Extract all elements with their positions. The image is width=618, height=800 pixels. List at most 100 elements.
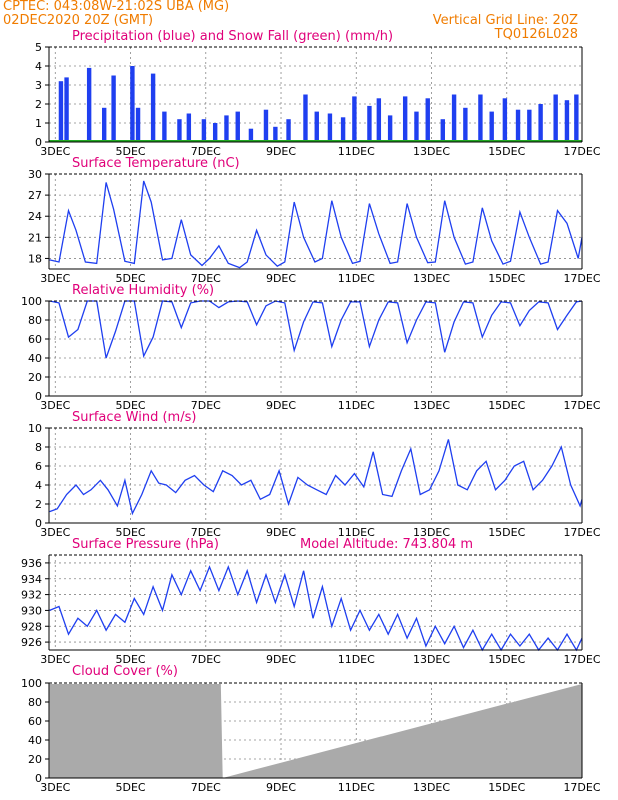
rh-line [49, 300, 583, 359]
wind-y-tick-label: 4 [35, 479, 42, 492]
pres-x-tick-label: 7DEC [191, 653, 221, 666]
precip-y-tick-label: 1 [35, 117, 42, 130]
precip-bar [538, 104, 543, 142]
precip-x-tick-label: 15DEC [488, 145, 525, 158]
precip-bar [478, 94, 483, 142]
cloud-x-tick-label: 17DEC [563, 781, 600, 794]
wind-y-tick-label: 10 [28, 422, 42, 435]
temp-y-tick-label: 24 [28, 210, 42, 223]
precip-bar [303, 94, 308, 142]
wind-y-tick-label: 6 [35, 460, 42, 473]
header-vgrid-note: Vertical Grid Line: 20Z [432, 13, 578, 28]
header-model-code: TQ0126L028 [494, 27, 578, 42]
precip-bar [327, 113, 333, 142]
temp-x-tick-label: 15DEC [488, 272, 525, 285]
cloud-y-tick-label: 80 [28, 696, 42, 709]
pres-x-tick-label: 15DEC [488, 653, 525, 666]
precip-bar [162, 111, 167, 142]
precip-bar [425, 98, 430, 142]
cloud-y-tick-label: 0 [35, 772, 42, 785]
precip-bar [263, 109, 269, 142]
pres-y-tick-label: 936 [21, 557, 42, 570]
cloud-x-tick-label: 5DEC [115, 781, 145, 794]
precip-bar [414, 111, 419, 142]
precip-bar [201, 119, 207, 142]
pres-x-tick-label: 17DEC [563, 653, 600, 666]
precip-bar [340, 117, 346, 142]
pres-y-tick-label: 926 [21, 636, 42, 649]
precip-bar [212, 123, 218, 142]
precip-bar [553, 94, 558, 142]
precip-bar [150, 73, 156, 142]
pres-y-tick-label: 928 [21, 620, 42, 633]
precip-bar [86, 67, 92, 142]
temp-x-tick-label: 7DEC [191, 272, 221, 285]
precip-bar [367, 105, 372, 142]
precip-bar [130, 66, 135, 142]
rh-y-tick-label: 0 [35, 390, 42, 403]
precip-x-tick-label: 13DEC [413, 145, 450, 158]
precip-bar [463, 107, 468, 142]
wind-x-tick-label: 5DEC [115, 526, 145, 539]
rh-title: Relative Humidity (%) [72, 283, 215, 298]
precip-bar [286, 119, 291, 142]
precip-x-tick-label: 17DEC [563, 145, 600, 158]
precip-bar [564, 100, 570, 142]
temp-y-tick-label: 21 [28, 231, 42, 244]
rh-y-tick-label: 20 [28, 371, 42, 384]
precip-bar [58, 81, 64, 142]
precip-x-tick-label: 7DEC [191, 145, 221, 158]
rh-x-tick-label: 9DEC [266, 399, 296, 412]
precip-bar [314, 111, 319, 142]
wind-x-tick-label: 3DEC [40, 526, 70, 539]
precip-bar [402, 96, 408, 142]
wind-x-tick-label: 11DEC [338, 526, 375, 539]
rh-x-tick-label: 13DEC [413, 399, 450, 412]
cloud-x-tick-label: 3DEC [40, 781, 70, 794]
header-location: CPTEC: 043:08W-21:02S UBA (MG) [3, 0, 230, 14]
rh-x-tick-label: 17DEC [563, 399, 600, 412]
cloud-y-tick-label: 100 [21, 677, 42, 690]
precip-x-tick-label: 11DEC [338, 145, 375, 158]
precip-bar [248, 128, 254, 142]
wind-y-tick-label: 2 [35, 498, 42, 511]
pres-y-tick-label: 932 [21, 589, 42, 602]
cloud-y-tick-label: 40 [28, 734, 42, 747]
pres-title: Surface Pressure (hPa) [72, 537, 219, 552]
precip-bar [527, 109, 532, 142]
cloud-y-tick-label: 60 [28, 715, 42, 728]
precip-bar [186, 113, 192, 142]
temp-y-tick-label: 30 [28, 168, 42, 181]
header-datetime: 02DEC2020 20Z (GMT) [3, 13, 154, 28]
temp-x-tick-label: 11DEC [338, 272, 375, 285]
precip-bar [64, 77, 69, 142]
precip-bar [502, 98, 508, 142]
precip-bar [574, 94, 579, 142]
rh-y-tick-label: 80 [28, 314, 42, 327]
cloud-cover-area [49, 683, 582, 778]
precip-bar [273, 126, 278, 142]
cloud-x-tick-label: 9DEC [266, 781, 296, 794]
rh-y-tick-label: 60 [28, 333, 42, 346]
wind-y-tick-label: 0 [35, 517, 42, 530]
temp-x-tick-label: 3DEC [40, 272, 70, 285]
precip-bar [376, 98, 382, 142]
precip-y-tick-label: 5 [35, 41, 42, 54]
pres-x-tick-label: 5DEC [115, 653, 145, 666]
rh-x-tick-label: 11DEC [338, 399, 375, 412]
rh-x-tick-label: 3DEC [40, 399, 70, 412]
wind-y-tick-label: 8 [35, 441, 42, 454]
temp-title: Surface Temperature (nC) [72, 156, 240, 171]
rh-y-tick-label: 40 [28, 352, 42, 365]
pres-y-tick-label: 934 [21, 573, 42, 586]
precip-y-tick-label: 3 [35, 79, 42, 92]
pres-x-tick-label: 13DEC [413, 653, 450, 666]
precip-bar [440, 119, 445, 142]
precip-bar [224, 115, 229, 142]
cloud-x-tick-label: 11DEC [338, 781, 375, 794]
precip-y-tick-label: 4 [35, 60, 42, 73]
precip-y-tick-label: 0 [35, 136, 42, 149]
wind-x-tick-label: 15DEC [488, 526, 525, 539]
wind-title: Surface Wind (m/s) [72, 410, 197, 425]
precip-bar [101, 107, 107, 142]
